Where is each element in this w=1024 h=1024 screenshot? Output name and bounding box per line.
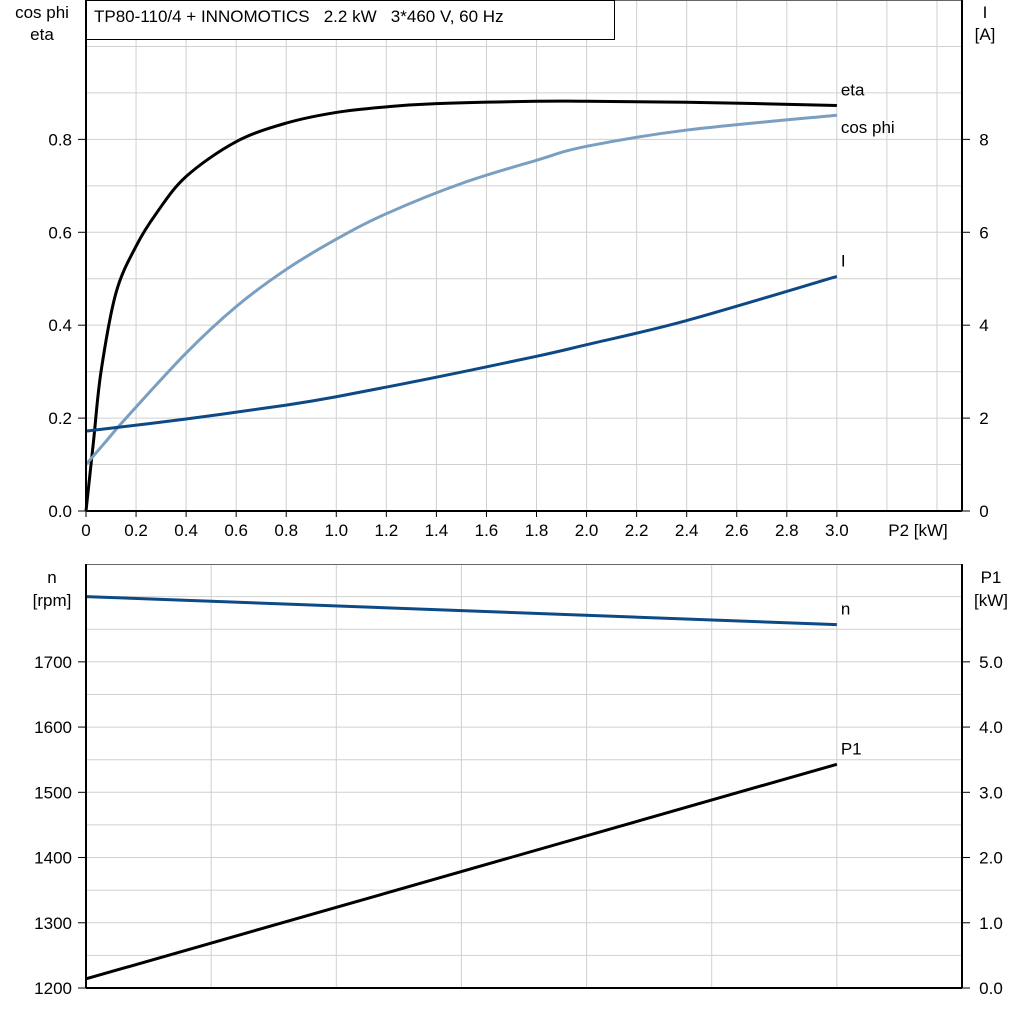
y-tick-label-right: 2 (979, 409, 988, 428)
x-tick-label: 2.4 (675, 521, 699, 540)
x-tick-label: 2.2 (625, 521, 649, 540)
y-tick-label-right: 2.0 (979, 849, 1003, 868)
x-tick-label: 2.0 (575, 521, 599, 540)
y-tick-label-right: 5.0 (979, 653, 1003, 672)
title-box (86, 0, 615, 40)
series-label-p1: P1 (841, 739, 862, 758)
y-axis-label-left: n (47, 568, 56, 587)
x-tick-label: 1.6 (475, 521, 499, 540)
x-tick-label: 2.6 (725, 521, 749, 540)
y-tick-label-right: 6 (979, 223, 988, 242)
y-axis-label-right: [kW] (974, 591, 1008, 610)
top-grid (86, 0, 962, 511)
y-axis-label-left: eta (30, 25, 54, 44)
y-tick-label-right: 4 (979, 316, 988, 335)
y-tick-label-left: 0.4 (48, 316, 72, 335)
chart-title: TP80-110/4 + INNOMOTICS 2.2 kW 3*460 V, … (94, 7, 504, 26)
x-tick-label: 1.2 (375, 521, 399, 540)
x-tick-label: 0 (81, 521, 90, 540)
y-tick-label-right: 3.0 (979, 783, 1003, 802)
x-tick-label: 0.8 (274, 521, 298, 540)
series-label-i: I (841, 251, 846, 270)
y-tick-label-right: 0.0 (979, 979, 1003, 998)
y-tick-label-left: 0.2 (48, 409, 72, 428)
y-tick-label-left: 0.0 (48, 502, 72, 521)
y-tick-label-left: 0.8 (48, 130, 72, 149)
series-lines (84, 99, 838, 981)
y-tick-label-right: 1.0 (979, 914, 1003, 933)
x-tick-label: 0.4 (174, 521, 198, 540)
y-axis-label-left: cos phi (15, 3, 69, 22)
series-line-eta (84, 99, 837, 512)
y-axis-label-right: [A] (975, 25, 996, 44)
y-tick-label-right: 4.0 (979, 718, 1003, 737)
series-line-p1 (85, 762, 838, 981)
y-tick-label-left: 1300 (34, 914, 72, 933)
x-tick-label: 2.8 (775, 521, 799, 540)
y-tick-label-left: 1500 (34, 783, 72, 802)
x-tick-label: 3.0 (825, 521, 849, 540)
x-tick-label: 0.2 (124, 521, 148, 540)
x-tick-label: 1.4 (425, 521, 449, 540)
series-line-cos-phi (84, 113, 838, 466)
labels: 0 0.2 0.4 0.6 0.8 1.0 1.2 1.4 1.6 1.8 2.0 2.2 2.4 2.6… (15, 3, 1008, 998)
x-tick-label: 0.6 (224, 521, 248, 540)
y-tick-label-left: 1600 (34, 718, 72, 737)
y-tick-label-left: 1700 (34, 653, 72, 672)
x-tick-label: 1.8 (525, 521, 549, 540)
y-tick-label-right: 0 (979, 502, 988, 521)
y-tick-label-left: 1400 (34, 849, 72, 868)
series-label-cos-phi: cos phi (841, 118, 895, 137)
axes (78, 0, 970, 989)
x-tick-label: 1.0 (324, 521, 348, 540)
series-line-i (85, 274, 838, 433)
y-tick-label-left: 0.6 (48, 223, 72, 242)
y-axis-label-right: P1 (981, 568, 1002, 587)
bottom-grid (86, 564, 962, 988)
series-label-n: n (841, 600, 850, 619)
series-line-n (85, 595, 837, 627)
y-axis-label-right: I (983, 3, 988, 22)
series-label-eta: eta (841, 80, 865, 99)
y-axis-label-left: [rpm] (33, 591, 72, 610)
y-tick-label-right: 8 (979, 130, 988, 149)
x-axis-label: P2 [kW] (888, 521, 948, 540)
y-tick-label-left: 1200 (34, 979, 72, 998)
